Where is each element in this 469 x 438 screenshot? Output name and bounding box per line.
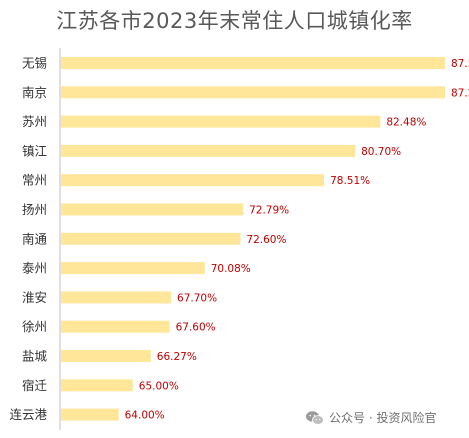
category-label: 泰州 — [22, 261, 47, 276]
category-label: 无锡 — [22, 56, 47, 71]
value-label: 70.08% — [211, 263, 251, 275]
value-label: 87.20% — [451, 87, 469, 99]
category-label: 常州 — [22, 173, 47, 188]
bars — [61, 57, 445, 421]
category-label: 南通 — [22, 231, 48, 246]
bar — [61, 86, 445, 99]
bar — [61, 291, 172, 304]
bar — [61, 350, 151, 362]
value-label: 78.51% — [330, 175, 370, 187]
bar — [61, 232, 241, 245]
category-label: 南京 — [22, 85, 47, 100]
bar — [61, 203, 244, 216]
bar — [61, 262, 205, 275]
value-label: 64.00% — [125, 410, 165, 422]
bar — [61, 57, 445, 69]
bar — [61, 408, 119, 421]
value-label: 82.48% — [386, 117, 426, 129]
category-label: 淮安 — [22, 290, 47, 305]
category-label: 盐城 — [22, 349, 48, 364]
category-label: 扬州 — [22, 202, 47, 217]
category-label: 连云港 — [9, 407, 47, 422]
value-label: 72.60% — [246, 234, 286, 246]
watermark-text: 公众号 · 投资风险官 — [329, 411, 437, 425]
value-label: 66.27% — [157, 351, 197, 363]
value-labels: 87.56% 87.20% 82.48% 80.70% 78.51% 72.79% 72.6… — [125, 58, 469, 422]
value-label: 80.70% — [361, 146, 401, 158]
value-label: 67.60% — [176, 322, 216, 334]
value-label: 87.56% — [451, 58, 469, 70]
category-label: 苏州 — [22, 114, 47, 129]
wechat-icon — [306, 410, 324, 425]
bar — [61, 320, 170, 333]
category-label: 镇江 — [22, 143, 47, 158]
category-label: 徐州 — [22, 319, 47, 334]
value-label: 67.70% — [177, 292, 217, 304]
watermark: 公众号 · 投资风险官 — [305, 409, 436, 426]
bar — [61, 174, 325, 187]
category-label: 宿迁 — [22, 378, 48, 393]
bar — [61, 379, 133, 392]
bar — [61, 144, 356, 157]
chart-title: 江苏各市2023年末常住人口城镇化率 — [56, 9, 413, 33]
value-label: 72.79% — [249, 205, 289, 217]
bar — [61, 115, 381, 128]
value-label: 65.00% — [139, 380, 179, 392]
